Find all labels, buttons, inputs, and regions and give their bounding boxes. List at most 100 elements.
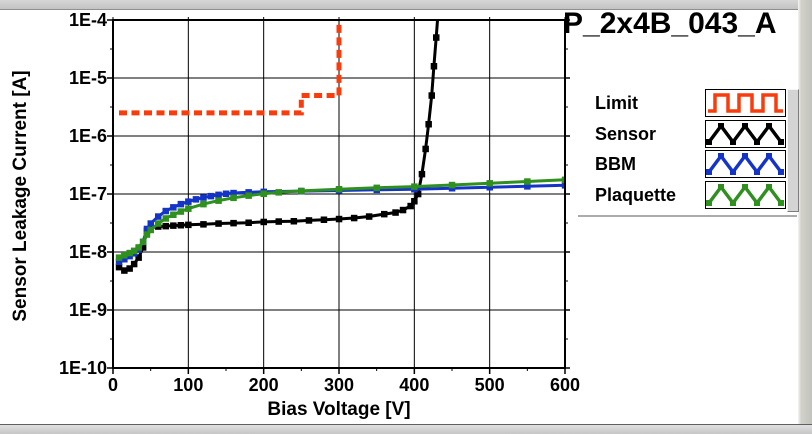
series-marker-sensor bbox=[350, 214, 358, 222]
series-marker-plaquette bbox=[411, 183, 418, 190]
series-marker-sensor bbox=[407, 202, 414, 210]
series-marker-sensor bbox=[422, 145, 429, 153]
window-frame-right bbox=[798, 0, 812, 433]
window-frame-top bbox=[0, 0, 812, 10]
legend-wave-marker bbox=[778, 199, 784, 206]
legend-label-bbm[interactable]: BBM bbox=[595, 154, 636, 174]
series-marker-plaquette bbox=[448, 181, 456, 189]
series-marker-plaquette bbox=[373, 184, 380, 192]
x-tick-label: 400 bbox=[399, 375, 430, 395]
legend-wave-marker bbox=[766, 122, 772, 129]
series-marker-sensor bbox=[305, 217, 313, 224]
legend-swatch-sensor[interactable] bbox=[705, 119, 786, 148]
legend-swatch-bbm[interactable] bbox=[705, 150, 786, 178]
series-marker-sensor bbox=[430, 63, 438, 70]
series-marker-bbm bbox=[486, 184, 493, 191]
legend-label-plaquette[interactable]: Plaquette bbox=[595, 184, 677, 205]
legend-wave-marker bbox=[754, 138, 760, 145]
series-marker-bbm bbox=[561, 182, 566, 189]
series-marker-sensor bbox=[381, 210, 388, 218]
y-tick-label: 1E-10 bbox=[58, 358, 107, 378]
series-marker-plaquette bbox=[139, 238, 147, 246]
series-marker-sensor bbox=[425, 121, 432, 128]
series-marker-sensor bbox=[275, 218, 282, 225]
series-marker-bbm bbox=[215, 191, 222, 199]
series-marker-bbm bbox=[230, 189, 237, 197]
series-marker-plaquette bbox=[135, 244, 142, 251]
legend-wave-marker bbox=[706, 199, 712, 206]
series-marker-plaquette bbox=[115, 254, 123, 261]
series-line-limit bbox=[119, 20, 342, 116]
series-marker-sensor bbox=[230, 219, 237, 227]
series-marker-plaquette bbox=[200, 200, 207, 208]
plot-border bbox=[112, 19, 566, 369]
series-marker-sensor bbox=[290, 218, 298, 225]
legend-wave-marker bbox=[766, 183, 772, 190]
series-marker-sensor bbox=[399, 206, 407, 214]
series-marker-sensor bbox=[135, 254, 142, 261]
series-limit bbox=[119, 20, 342, 116]
series-marker-sensor bbox=[414, 190, 422, 198]
x-tick-label: 300 bbox=[323, 375, 355, 395]
series-marker-sensor bbox=[260, 218, 267, 226]
series-marker-plaquette bbox=[185, 205, 192, 212]
legend-label-limit[interactable]: Limit bbox=[595, 93, 638, 113]
legend-wave-marker bbox=[742, 153, 748, 159]
series-marker-sensor bbox=[130, 260, 138, 268]
y-tick-label: 1E-9 bbox=[68, 300, 107, 320]
series-marker-plaquette bbox=[162, 215, 169, 222]
series-marker-plaquette bbox=[245, 192, 252, 199]
legend-wave-marker bbox=[730, 138, 736, 145]
series-marker-sensor bbox=[170, 222, 177, 229]
series-marker-plaquette bbox=[126, 249, 133, 257]
series-marker-sensor bbox=[411, 198, 418, 205]
series-marker-plaquette bbox=[230, 194, 237, 202]
legend-wave-marker bbox=[730, 199, 736, 206]
series-marker-bbm bbox=[207, 192, 215, 200]
y-tick-label: 1E-6 bbox=[68, 126, 107, 146]
legend-swatch-plaquette[interactable] bbox=[705, 180, 786, 209]
series-marker-sensor bbox=[139, 244, 147, 251]
series-marker-sensor bbox=[335, 215, 343, 223]
series-marker-plaquette bbox=[260, 190, 267, 197]
legend-wave-marker bbox=[718, 122, 724, 129]
legend-wave-marker bbox=[778, 138, 784, 145]
y-tick-label: 1E-8 bbox=[68, 242, 107, 262]
series-marker-sensor bbox=[392, 209, 399, 216]
series-marker-bbm bbox=[200, 194, 207, 201]
y-tick-label: 1E-7 bbox=[68, 184, 107, 204]
series-marker-plaquette bbox=[155, 220, 162, 227]
legend-wave-marker bbox=[742, 122, 748, 129]
series-marker-plaquette bbox=[335, 186, 343, 193]
series-marker-plaquette bbox=[143, 231, 151, 238]
legend-scrollbar[interactable] bbox=[787, 89, 799, 212]
series-marker-sensor bbox=[215, 220, 222, 227]
series-marker-plaquette bbox=[275, 189, 282, 196]
chart-title: P_2x4B_043_A bbox=[563, 7, 777, 40]
legend-wave-line bbox=[708, 93, 783, 113]
series-marker-sensor bbox=[365, 213, 373, 220]
legend-divider bbox=[578, 215, 797, 217]
series-marker-bbm bbox=[162, 207, 169, 215]
series-marker-plaquette bbox=[486, 180, 493, 187]
series-marker-sensor bbox=[433, 34, 440, 41]
series-marker-plaquette bbox=[121, 252, 128, 259]
series-marker-bbm bbox=[121, 256, 128, 263]
series-marker-plaquette bbox=[130, 247, 138, 255]
legend-label-sensor[interactable]: Sensor bbox=[595, 123, 657, 144]
series-marker-bbm bbox=[177, 200, 185, 208]
legend-wave-marker bbox=[706, 138, 712, 145]
x-tick-label: 0 bbox=[107, 375, 118, 395]
y-tick-label: 1E-4 bbox=[68, 10, 107, 30]
series-marker-sensor bbox=[162, 222, 169, 230]
series-marker-plaquette bbox=[177, 208, 185, 215]
zigzag-wave-icon bbox=[706, 183, 784, 206]
series-marker-bbm bbox=[155, 213, 162, 220]
series-marker-bbm bbox=[143, 225, 151, 233]
series-marker-sensor bbox=[185, 221, 192, 229]
legend-swatch-limit[interactable] bbox=[705, 89, 786, 117]
x-axis-title: Bias Voltage [V] bbox=[267, 399, 411, 420]
series-marker-bbm bbox=[524, 183, 531, 190]
series-marker-sensor bbox=[121, 267, 128, 274]
